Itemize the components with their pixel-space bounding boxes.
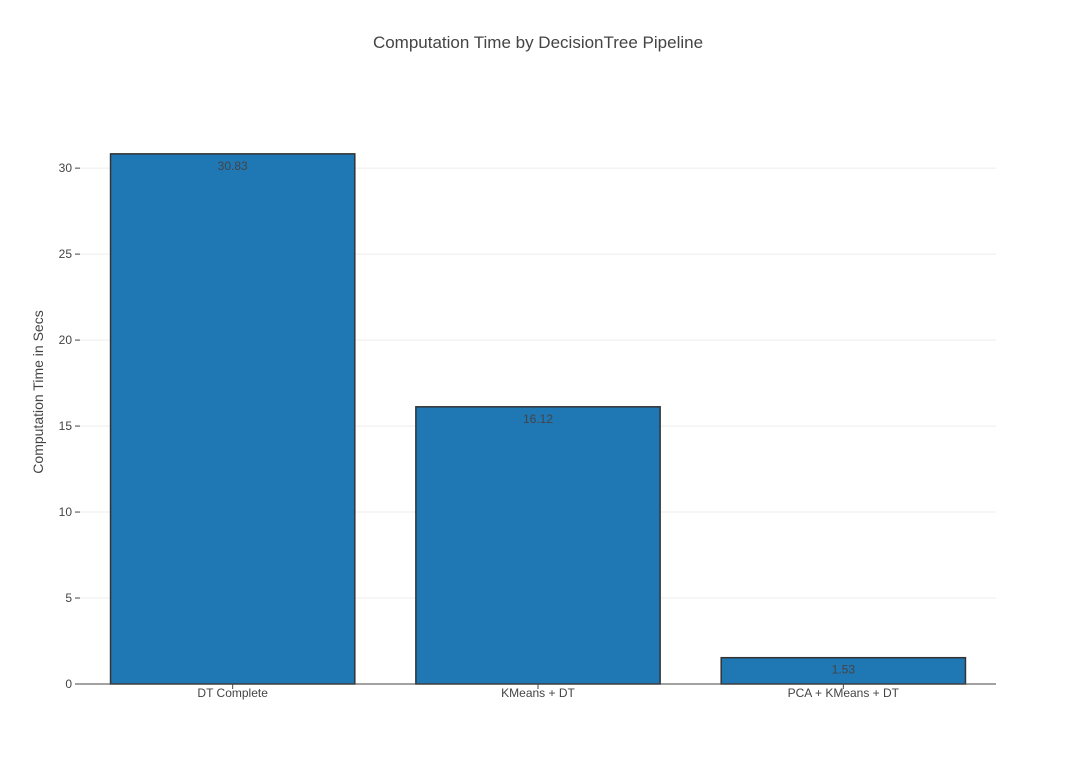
y-tick-label: 30	[59, 161, 73, 175]
y-tick-label: 5	[65, 591, 72, 605]
data-label: 1.53	[832, 663, 856, 677]
data-label: 30.83	[218, 159, 248, 173]
bars	[109, 153, 967, 685]
y-tick-label: 15	[59, 419, 73, 433]
x-tick-label: PCA + KMeans + DT	[788, 686, 900, 700]
bar-kmeans-dt[interactable]	[415, 406, 661, 685]
bar-pca-kmeans-dt[interactable]	[720, 656, 967, 685]
y-tick-label: 20	[59, 333, 73, 347]
y-tick-label: 25	[59, 247, 73, 261]
y-axis-title: Computation Time in Secs	[30, 310, 46, 473]
data-labels: 30.83 16.12 1.53	[218, 159, 856, 677]
bar-dt-complete[interactable]	[109, 153, 356, 685]
x-axis: DT Complete KMeans + DT PCA + KMeans + DT	[80, 683, 996, 700]
x-tick-label: KMeans + DT	[501, 686, 575, 700]
chart-title: Computation Time by DecisionTree Pipelin…	[372, 33, 704, 52]
y-axis: 0 5 10 15 20 25 30	[59, 161, 80, 691]
y-tick-label: 0	[65, 677, 72, 691]
x-tick-label: DT Complete	[197, 686, 268, 700]
y-tick-label: 10	[59, 505, 73, 519]
data-label: 16.12	[523, 412, 553, 426]
